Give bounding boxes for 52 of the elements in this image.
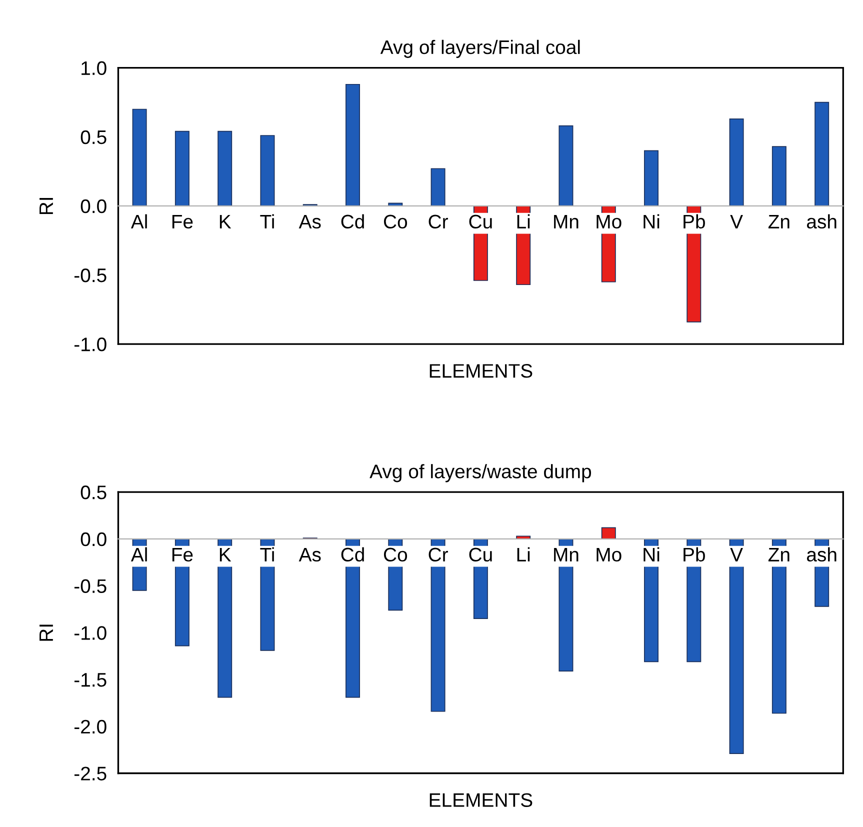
x-tick-label: Ni xyxy=(644,547,660,562)
x-tick-label: Mo xyxy=(596,214,622,229)
x-tick-label: Cu xyxy=(469,548,492,562)
y-tick-label: -1.0 xyxy=(74,626,106,640)
x-tick-label: K xyxy=(220,548,232,562)
x-tick-label: Mo xyxy=(596,548,622,562)
x-tick-label: Pb xyxy=(684,547,705,562)
x-tick-label: Zn xyxy=(768,548,790,562)
x-tick-label: Li xyxy=(517,547,530,562)
x-tick-label: Ti xyxy=(260,214,274,228)
x-tick-label: K xyxy=(220,214,232,228)
x-tick-label: Co xyxy=(384,214,408,229)
x-tick-label: Cr xyxy=(428,548,448,562)
y-tick-label: -1.0 xyxy=(74,338,106,352)
x-tick-label: Cd xyxy=(341,547,364,562)
x-tick-label: Mn xyxy=(554,548,578,562)
x-tick-label: V xyxy=(730,548,743,562)
y-axis-title: RI xyxy=(40,624,53,641)
x-tick-label: ash xyxy=(806,547,836,562)
y-tick-label: -2.5 xyxy=(74,766,106,780)
y-tick-label: 0.0 xyxy=(80,199,106,214)
x-tick-label: Fe xyxy=(172,214,193,229)
x-tick-label: Al xyxy=(130,547,147,562)
y-tick-label: 0.5 xyxy=(80,486,106,500)
y-tick-label: -2.0 xyxy=(74,720,106,734)
x-tick-label: V xyxy=(730,214,743,228)
x-tick-label: Al xyxy=(130,214,147,228)
x-tick-label: Cd xyxy=(341,214,364,229)
x-tick-label: Co xyxy=(384,548,408,562)
x-axis-title: ELEMENTS xyxy=(430,793,532,807)
x-tick-label: ash xyxy=(806,214,836,229)
y-tick-label: 1.0 xyxy=(82,61,106,76)
x-tick-label: Zn xyxy=(768,214,790,228)
x-tick-label: Li xyxy=(517,214,530,228)
y-tick-label: -1.5 xyxy=(74,673,106,687)
x-tick-label: Fe xyxy=(172,548,193,562)
x-axis-title: ELEMENTS xyxy=(430,364,532,378)
x-tick-label: Cr xyxy=(428,214,448,229)
y-tick-label: -0.5 xyxy=(74,268,106,282)
y-tick-label: -0.5 xyxy=(74,579,106,594)
x-tick-label: Cu xyxy=(469,214,492,229)
x-tick-label: As xyxy=(298,548,321,562)
x-tick-label: Pb xyxy=(684,214,705,229)
chart-title: Avg of layers/Final coal xyxy=(380,40,580,58)
y-tick-label: 0.0 xyxy=(80,532,106,546)
x-tick-label: Ni xyxy=(644,214,660,228)
x-tick-label: As xyxy=(298,214,321,229)
y-tick-label: 0.5 xyxy=(80,130,106,144)
x-tick-label: Mn xyxy=(554,214,578,228)
x-tick-label: Ti xyxy=(260,547,274,562)
chart-title: Avg of layers/waste dump xyxy=(370,464,592,482)
y-axis-title: RI xyxy=(40,198,53,214)
